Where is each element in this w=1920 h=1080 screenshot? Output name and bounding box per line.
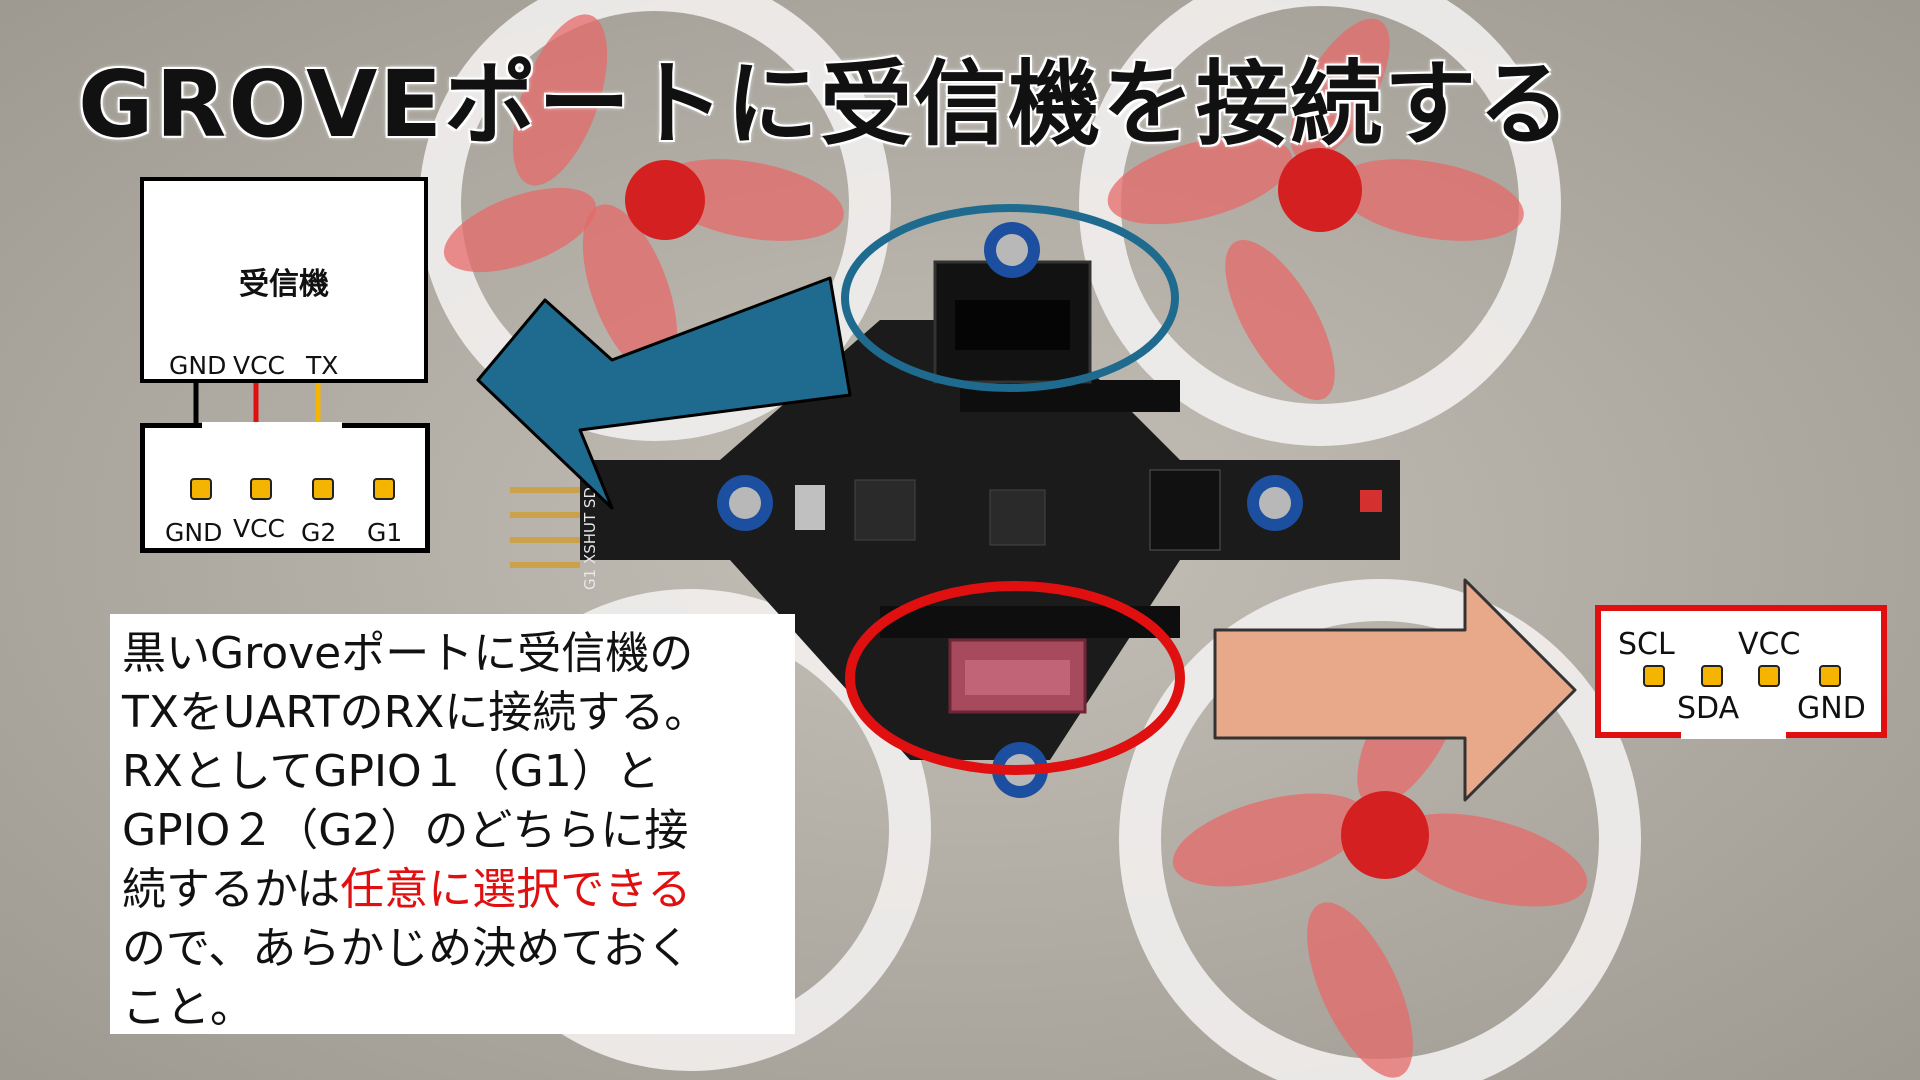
i2c-label-vcc: VCC [1738, 627, 1801, 662]
propeller-bottom-right [1172, 654, 1588, 1078]
connector-pin-g1: G1 [367, 518, 403, 547]
receiver-box: 受信機 GND VCC TX [140, 177, 428, 383]
board-silkscreen: G1 XSHUT SDA [581, 476, 599, 590]
propeller-top-right [1107, 18, 1524, 400]
prop-guard-top-right [1079, 0, 1561, 446]
description-line-6: ので、あらかじめ決めておく [122, 923, 691, 974]
description-box: 黒いGroveポートに受信機の TXをUARTのRXに接続する。 RXとしてGP… [110, 614, 795, 1034]
description-line-1: 黒いGroveポートに受信機の [122, 628, 694, 679]
receiver-pin-tx: TX [306, 351, 339, 380]
connector-gap [202, 422, 342, 430]
i2c-box-gap [1681, 730, 1786, 739]
connector-pin-g2: G2 [301, 518, 337, 547]
i2c-label-gnd: GND [1797, 691, 1866, 726]
i2c-pad-scl [1643, 665, 1665, 687]
pad-g2 [312, 478, 334, 500]
grove-connector-diagram: GND VCC G2 G1 [140, 422, 430, 553]
description-line-5: 続するかは任意に選択できる [122, 860, 783, 919]
page-title: GROVEポートに受信機を接続する [78, 51, 1573, 158]
prop-guard-bottom-right [1119, 579, 1641, 1080]
description-line-4: GPIO２（G2）のどちらに接 [122, 805, 689, 856]
i2c-pinout-box: SCL VCC SDA GND [1595, 605, 1887, 739]
description-line-7: こと。 [122, 982, 254, 1033]
connector-pin-vcc: VCC [233, 514, 286, 543]
description-highlight: 任意に選択できる [340, 864, 692, 915]
description-line-2: TXをUARTのRXに接続する。 [122, 687, 709, 738]
red-port-highlight-ring [845, 581, 1185, 775]
description-line-3: RXとしてGPIO１（G1）と [122, 746, 660, 797]
left-arrow [476, 276, 852, 510]
i2c-pad-vcc [1758, 665, 1780, 687]
black-port-highlight-ring [841, 204, 1179, 392]
propeller-top-left [443, 14, 844, 376]
connector-pin-gnd: GND [165, 518, 223, 547]
receiver-pin-vcc: VCC [233, 351, 286, 380]
right-arrow [1213, 578, 1577, 802]
receiver-pin-gnd: GND [169, 351, 227, 380]
pad-vcc [250, 478, 272, 500]
i2c-label-sda: SDA [1677, 691, 1740, 726]
i2c-pad-sda [1701, 665, 1723, 687]
i2c-label-scl: SCL [1618, 627, 1675, 662]
receiver-label: 受信機 [239, 267, 329, 302]
flight-controller-board: G1 XSHUT SDA [510, 222, 1400, 798]
pad-g1 [373, 478, 395, 500]
i2c-pad-gnd [1819, 665, 1841, 687]
description-line-5-start: 続するかは [122, 864, 341, 915]
pad-gnd [190, 478, 212, 500]
